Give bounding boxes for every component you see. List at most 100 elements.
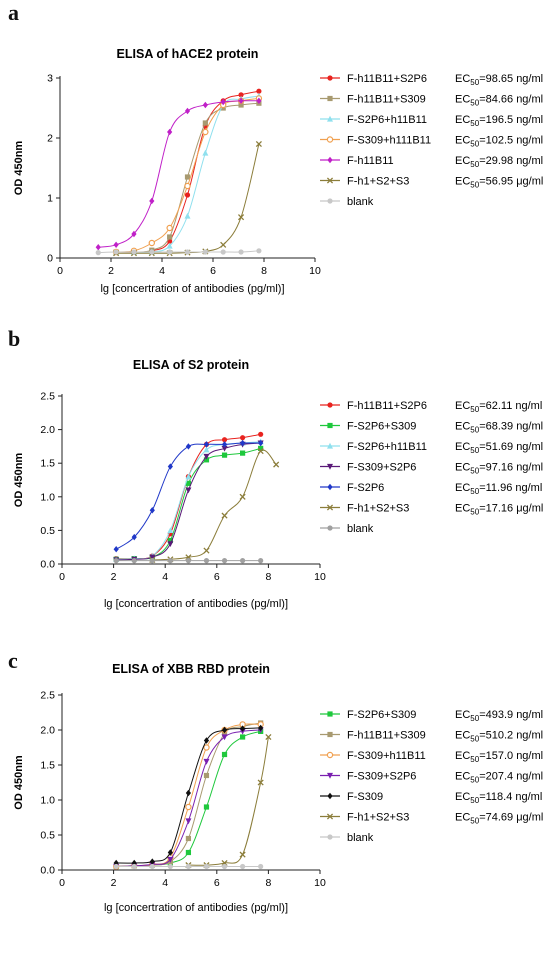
legend-marker <box>327 772 333 779</box>
legend-marker <box>326 177 334 184</box>
data-point <box>258 558 264 564</box>
data-point <box>166 242 173 249</box>
data-point <box>256 88 262 94</box>
legend-label: F-h1+S2+S3 <box>347 176 409 188</box>
data-point <box>131 863 137 870</box>
x-tick-label: 10 <box>314 877 326 889</box>
legend-entry: F-h11B11+S2P6 EC50=98.65 ng/ml <box>320 73 543 87</box>
series-F-S309+S2P6 <box>113 440 264 564</box>
legend-entry: F-h11B11+S2P6 EC50=62.11 ng/ml <box>320 400 542 414</box>
ec50-label: EC50=510.2 ng/ml <box>455 730 543 744</box>
data-point <box>221 512 228 519</box>
legend-label: F-h1+S2+S3 <box>347 503 409 515</box>
series-curve <box>116 447 261 560</box>
data-point <box>203 446 210 453</box>
series-F-S2P6+S309 <box>113 728 264 870</box>
legend-label: F-S2P6+S309 <box>347 709 416 721</box>
y-tick-label: 1.0 <box>40 491 55 503</box>
data-point <box>258 439 264 447</box>
legend-entry: F-S309+h111B11 EC50=102.5 ng/ml <box>320 135 543 149</box>
data-point <box>113 863 119 870</box>
legend-label: F-S309 <box>347 791 383 803</box>
data-point <box>185 558 192 564</box>
x-tick-label: 0 <box>59 877 65 889</box>
panel-c: c ELISA of XBB RBD protein 0 2 4 6 8 10 0.0 0.5 1… <box>0 648 550 953</box>
series-F-S2P6+h11B11 <box>113 438 264 562</box>
data-point <box>240 435 246 441</box>
data-point <box>238 102 244 108</box>
legend-marker <box>327 463 333 470</box>
y-tick-label: 1.0 <box>40 795 55 807</box>
legend-marker <box>327 402 333 408</box>
data-point <box>221 751 228 758</box>
data-point <box>95 244 101 251</box>
data-point <box>221 730 228 737</box>
x-tick-label: 4 <box>159 265 165 277</box>
legend-marker <box>327 422 333 429</box>
data-point <box>202 149 209 156</box>
data-point <box>238 92 244 98</box>
data-point <box>221 441 228 448</box>
data-point <box>185 480 192 486</box>
legend-marker <box>327 711 333 717</box>
legend-marker <box>327 75 333 81</box>
data-point <box>131 558 137 564</box>
legend-marker <box>326 751 334 759</box>
x-tick-label: 2 <box>111 571 117 583</box>
y-tick-label: 0 <box>47 253 53 265</box>
y-tick-label: 0.0 <box>40 559 55 571</box>
ec50-label: EC50=493.9 ng/ml <box>455 709 543 723</box>
ec50-label: EC50=62.11 ng/ml <box>455 400 542 414</box>
data-point <box>257 779 264 786</box>
legend-label: F-S2P6+h11B11 <box>347 441 427 453</box>
data-point <box>221 437 228 443</box>
x-tick-label: 10 <box>309 265 321 277</box>
legend-label: F-S309+h111B11 <box>347 135 431 147</box>
y-tick-label: 0.5 <box>40 525 55 537</box>
legend-entry: F-S2P6+S309 EC50=68.39 ng/ml <box>320 421 543 435</box>
legend-entry: F-S2P6 EC50=11.96 ng/ml <box>320 482 542 496</box>
data-point <box>131 249 137 255</box>
x-tick-label: 0 <box>59 571 65 583</box>
series-F-h1+S2+S3 <box>185 733 272 869</box>
data-point <box>167 527 174 533</box>
data-point <box>185 473 192 480</box>
data-point <box>184 192 191 198</box>
legend-label: F-h11B11 <box>347 155 394 167</box>
chart-title: ELISA of XBB RBD protein <box>112 662 270 676</box>
data-point <box>220 249 226 255</box>
series-curve <box>115 442 261 550</box>
data-point <box>184 249 191 255</box>
data-point <box>203 453 210 460</box>
series-F-S309+S2P6 <box>113 727 264 870</box>
panel-label: c <box>8 648 18 673</box>
x-tick-label: 8 <box>265 877 271 889</box>
legend-marker <box>327 115 333 122</box>
legend-marker <box>327 792 333 800</box>
legend-entry: F-h1+S2+S3 EC50=74.69 μg/ml <box>320 812 543 826</box>
legend-label: F-S309+S2P6 <box>347 462 416 474</box>
y-tick-label: 2.0 <box>40 424 55 436</box>
legend-marker <box>327 483 333 491</box>
x-tick-label: 6 <box>214 571 220 583</box>
legend-marker <box>327 156 333 164</box>
data-point <box>185 849 192 856</box>
chart-title: ELISA of hACE2 protein <box>117 47 259 61</box>
data-point <box>258 445 264 452</box>
data-point <box>184 182 191 190</box>
data-point <box>203 758 210 765</box>
data-point <box>221 734 228 741</box>
ec50-label: EC50=157.0 ng/ml <box>455 750 543 764</box>
legend-entry: F-S309+S2P6 EC50=207.4 ng/ml <box>320 771 543 785</box>
legend-entry: F-S309 EC50=118.4 ng/ml <box>320 791 542 805</box>
series-curve <box>116 90 259 253</box>
ec50-label: EC50=97.16 ng/ml <box>455 462 543 476</box>
legend-label: F-S2P6 <box>347 482 384 494</box>
legend-entry: F-S2P6+h11B11 EC50=196.5 ng/ml <box>320 114 543 128</box>
data-point <box>237 214 245 221</box>
data-point <box>167 849 173 856</box>
data-point <box>255 140 262 148</box>
data-point <box>240 863 246 870</box>
data-point <box>240 734 246 740</box>
series-curve <box>116 143 260 254</box>
